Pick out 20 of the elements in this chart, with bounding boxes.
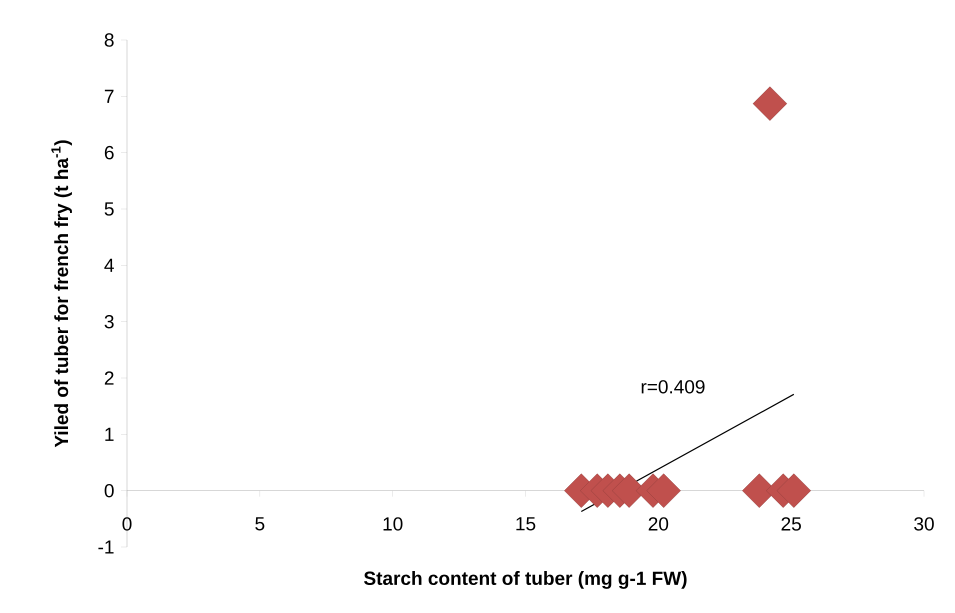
y-tick-label: 2: [104, 371, 114, 385]
x-tick-label: 15: [516, 517, 536, 530]
x-tick-label: 30: [914, 517, 934, 531]
y-axis-title: Yiled of tuber for french fry (t ha$^{-1}$): [51, 140, 72, 448]
y-tick-label: 0: [104, 484, 114, 498]
y-tick-label: 8: [104, 33, 114, 47]
annotation: r=0.409: [642, 380, 705, 394]
y-tick-label: 3: [104, 314, 114, 328]
y-tick-label: 5: [104, 202, 114, 216]
x-axis-title: Starch content of tuber (mg g-1 FW): [364, 571, 687, 589]
x-tick-label: 20: [648, 517, 668, 531]
x-tick-label: 25: [782, 517, 801, 531]
y-tick-label: 6: [104, 146, 114, 160]
x-tick-label: 0: [122, 517, 132, 531]
y-tick-label: -1: [98, 540, 114, 554]
y-tick-label: 7: [104, 90, 114, 103]
x-tick-label: 10: [384, 517, 402, 531]
y-tick-label: 1: [105, 428, 114, 441]
x-tick-label: 5: [255, 517, 264, 530]
y-tick-label: 4: [104, 258, 114, 272]
